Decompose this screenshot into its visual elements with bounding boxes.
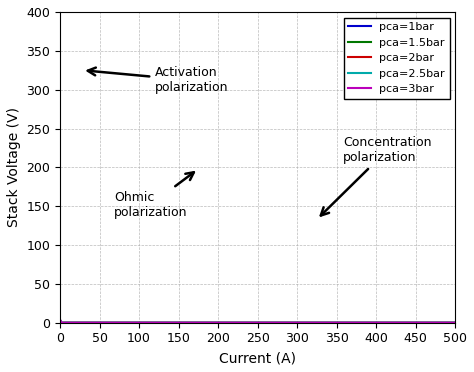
pca=3bar [126, 321, 132, 325]
pca=1bar [452, 321, 458, 325]
pca=2bar [226, 321, 232, 325]
pca=2.5bar [402, 321, 408, 325]
pca=1bar [58, 321, 64, 325]
pca=2.5bar [226, 321, 232, 325]
pca=1bar [58, 319, 64, 324]
pca=2bar [58, 319, 64, 323]
pca=2bar [103, 321, 109, 325]
pca=3bar [445, 321, 450, 325]
pca=2bar [452, 321, 458, 325]
pca=1.5bar [209, 321, 215, 325]
pca=3bar [58, 318, 64, 323]
pca=2bar [445, 321, 450, 325]
pca=1bar [402, 321, 408, 325]
pca=2.5bar [58, 319, 64, 323]
Line: pca=3bar: pca=3bar [61, 321, 455, 323]
pca=1.5bar [58, 319, 64, 324]
pca=3bar [58, 321, 64, 325]
pca=1.5bar [445, 321, 450, 325]
Text: Ohmic
polarization: Ohmic polarization [114, 172, 194, 219]
pca=2.5bar [452, 321, 458, 325]
Y-axis label: Stack Voltage (V): Stack Voltage (V) [7, 108, 21, 227]
pca=1.5bar [226, 321, 232, 325]
pca=1bar [226, 321, 232, 325]
pca=3bar [103, 321, 109, 325]
pca=3bar [226, 321, 232, 325]
pca=2.5bar [126, 321, 132, 325]
pca=2bar [402, 321, 408, 325]
pca=1.5bar [402, 321, 408, 325]
pca=1.5bar [103, 321, 109, 325]
pca=1bar [209, 321, 215, 325]
pca=1bar [126, 321, 132, 325]
Line: pca=2bar: pca=2bar [61, 321, 455, 323]
X-axis label: Current (A): Current (A) [219, 351, 296, 365]
pca=3bar [452, 321, 458, 325]
pca=2bar [58, 321, 64, 325]
pca=3bar [402, 321, 408, 325]
pca=2bar [209, 321, 215, 325]
Line: pca=2.5bar: pca=2.5bar [61, 321, 455, 323]
pca=1bar [445, 321, 450, 325]
pca=1bar [103, 321, 109, 325]
pca=2.5bar [103, 321, 109, 325]
pca=2bar [126, 321, 132, 325]
pca=2.5bar [58, 321, 64, 325]
pca=1.5bar [126, 321, 132, 325]
Text: Activation
polarization: Activation polarization [88, 66, 228, 94]
Text: Concentration
polarization: Concentration polarization [321, 136, 431, 215]
Line: pca=1.5bar: pca=1.5bar [61, 321, 455, 323]
Line: pca=1bar: pca=1bar [61, 321, 455, 323]
pca=2.5bar [209, 321, 215, 325]
Legend: pca=1bar, pca=1.5bar, pca=2bar, pca=2.5bar, pca=3bar: pca=1bar, pca=1.5bar, pca=2bar, pca=2.5b… [344, 17, 449, 99]
pca=1.5bar [58, 321, 64, 325]
pca=2.5bar [445, 321, 450, 325]
pca=3bar [209, 321, 215, 325]
pca=1.5bar [452, 321, 458, 325]
